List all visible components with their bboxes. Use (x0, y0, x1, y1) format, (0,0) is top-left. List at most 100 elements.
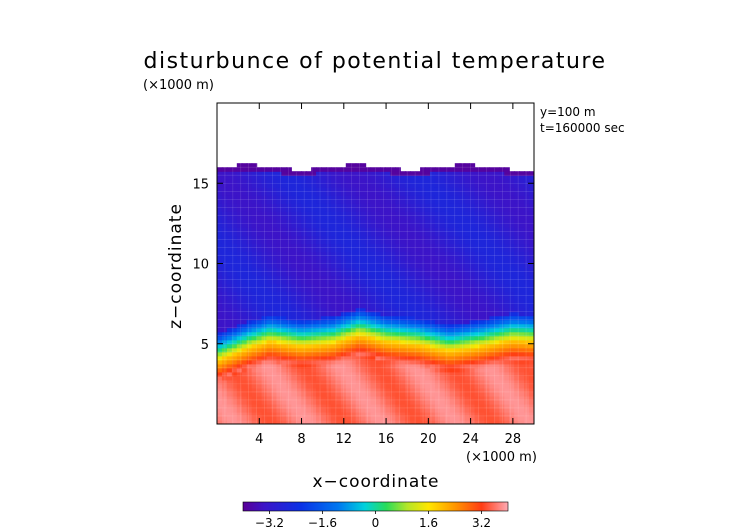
field-cell (400, 215, 406, 220)
field-cell (429, 315, 436, 321)
field-cell (236, 399, 243, 405)
field-cell (454, 163, 461, 168)
field-cell (236, 335, 243, 341)
field-cell (266, 207, 273, 212)
field-cell (504, 187, 510, 192)
annotation-y: y=100 m (540, 105, 596, 119)
field-cell (390, 171, 396, 176)
field-cell (291, 259, 297, 265)
field-cell (251, 247, 258, 253)
field-cell (425, 243, 431, 249)
field-cell (469, 319, 476, 325)
field-cell (375, 419, 382, 424)
field-cell (271, 295, 278, 301)
field-cell (301, 267, 307, 273)
field-cell (286, 231, 292, 237)
field-cell (335, 319, 342, 325)
field-cell (434, 335, 441, 341)
field-cell (464, 163, 471, 168)
field-cell (429, 339, 436, 345)
field-cell (420, 379, 426, 385)
field-cell (479, 399, 486, 405)
field-cell (291, 203, 297, 208)
field-cell (306, 223, 312, 228)
field-cell (449, 387, 456, 393)
field-cell (519, 375, 525, 381)
field-cell (350, 179, 357, 184)
field-cell (484, 251, 491, 257)
field-cell (256, 187, 263, 192)
field-cell (340, 387, 347, 393)
field-cell (256, 175, 263, 180)
field-cell (519, 243, 525, 249)
field-cell (360, 387, 367, 393)
field-cell (519, 387, 525, 393)
field-cell (380, 243, 386, 249)
field-cell (415, 199, 421, 204)
field-cell (340, 411, 347, 417)
field-cell (400, 387, 406, 393)
field-cell (241, 207, 248, 212)
field-cell (281, 299, 287, 305)
field-cell (395, 263, 401, 269)
field-cell (281, 211, 287, 216)
field-cell (469, 287, 476, 293)
field-cell (484, 219, 491, 224)
field-cell (410, 303, 416, 309)
field-cell (340, 187, 347, 192)
field-cell (439, 271, 446, 277)
field-cell (410, 183, 416, 188)
field-cell (241, 295, 248, 301)
field-cell (454, 191, 461, 196)
field-cell (221, 347, 228, 353)
field-cell (504, 271, 510, 277)
field-cell (439, 347, 446, 353)
field-cell (420, 247, 426, 253)
field-cell (281, 351, 287, 357)
field-cell (330, 323, 337, 329)
field-cell (429, 411, 436, 417)
field-cell (355, 163, 362, 168)
field-cell (360, 391, 367, 397)
field-cell (276, 371, 282, 377)
field-cell (311, 315, 317, 321)
field-cell (459, 191, 466, 196)
field-cell (390, 279, 396, 285)
field-cell (350, 287, 357, 293)
field-cell (504, 323, 510, 329)
field-cell (335, 327, 342, 333)
field-cell (355, 235, 362, 241)
field-cell (365, 347, 372, 353)
field-cell (296, 311, 302, 317)
field-cell (306, 407, 312, 413)
field-cell (390, 199, 396, 204)
field-cell (380, 227, 386, 232)
field-cell (261, 251, 268, 257)
field-cell (217, 243, 223, 249)
field-cell (444, 395, 451, 401)
field-cell (261, 171, 268, 176)
field-cell (261, 375, 268, 381)
field-cell (425, 415, 431, 421)
field-cell (519, 215, 525, 220)
field-cell (410, 331, 416, 337)
field-cell (420, 331, 426, 337)
field-cell (266, 351, 273, 357)
field-cell (286, 407, 292, 413)
field-cell (256, 255, 263, 261)
field-cell (380, 359, 386, 365)
field-cell (529, 279, 534, 285)
field-cell (256, 395, 263, 401)
field-cell (296, 223, 302, 228)
field-cell (489, 387, 495, 393)
field-cell (390, 275, 396, 281)
field-cell (449, 411, 456, 417)
field-cell (415, 283, 421, 289)
field-cell (266, 363, 273, 369)
field-cell (365, 395, 372, 401)
field-cell (345, 251, 352, 257)
field-cell (286, 307, 292, 313)
field-cell (236, 291, 243, 297)
field-cell (251, 167, 258, 172)
field-cell (380, 239, 386, 245)
